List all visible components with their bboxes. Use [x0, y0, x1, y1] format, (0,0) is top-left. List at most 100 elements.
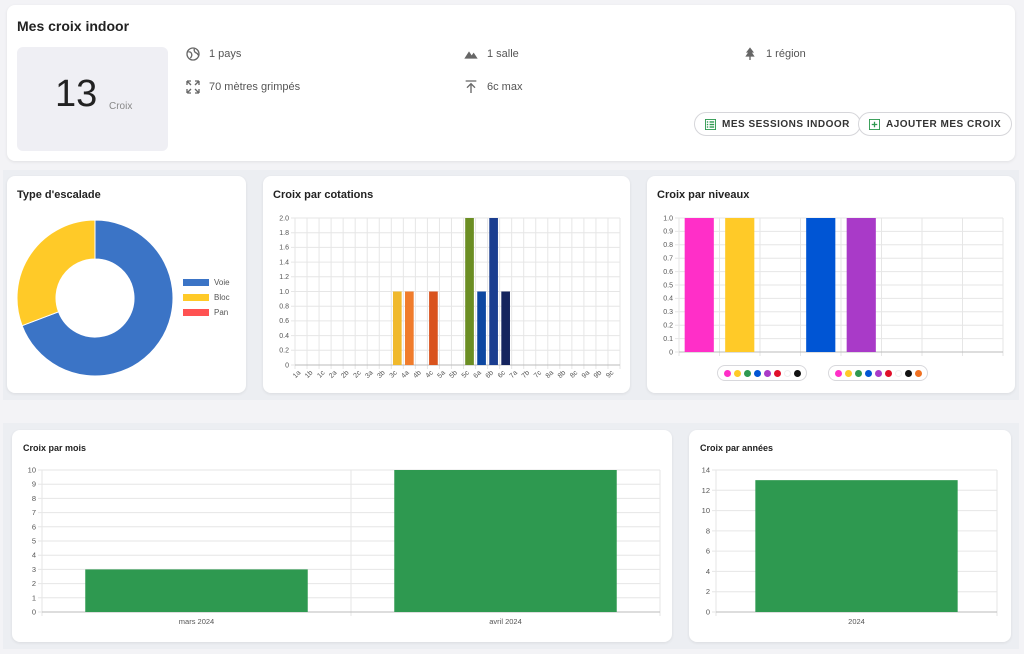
y-tick-label: 0.8 — [663, 242, 673, 249]
legend-dot — [743, 369, 751, 377]
legend-dot — [894, 369, 902, 377]
x-tick-label: 3a — [364, 369, 375, 380]
bar-6a[interactable] — [477, 291, 486, 366]
x-tick-label: 2c — [352, 369, 363, 380]
legend-dot — [904, 369, 912, 377]
y-tick-label: 6 — [706, 547, 710, 556]
y-tick-label: 0.4 — [663, 296, 673, 303]
y-tick-label: 2 — [706, 587, 710, 596]
y-tick-label: 0.9 — [663, 229, 673, 236]
bar-avril 2024[interactable] — [394, 470, 617, 612]
x-tick-label: 3c — [389, 369, 400, 380]
add-croix-button[interactable]: AJOUTER MES CROIX — [858, 112, 1013, 136]
bar-3[interactable] — [806, 218, 836, 352]
x-tick-label: 9a — [581, 369, 592, 380]
legend-bloc-swatch — [183, 294, 209, 301]
x-tick-label: 4a — [400, 369, 411, 380]
donut-chart — [16, 219, 174, 377]
niveaux-legend-pill-2[interactable] — [828, 365, 928, 381]
x-tick-label: 6a — [473, 369, 484, 380]
tree-icon — [745, 47, 755, 60]
y-tick-label: 0.6 — [279, 318, 289, 325]
legend-pan-label: Pan — [214, 308, 229, 317]
x-tick-label: 7c — [533, 369, 544, 380]
y-tick-label: 0 — [669, 349, 673, 356]
niveaux-chart-title: Croix par niveaux — [657, 189, 750, 201]
x-tick-label: 4c — [425, 369, 436, 380]
y-tick-label: 7 — [32, 508, 36, 517]
legend-dot — [884, 369, 892, 377]
x-tick-label: 5b — [448, 369, 459, 380]
bar-6b[interactable] — [489, 218, 498, 365]
cotations-chart-title: Croix par cotations — [273, 189, 374, 201]
annees-chart-title: Croix par années — [700, 443, 774, 453]
niveaux-card: Croix par niveaux 0 0.1 0.2 0.3 0.4 0.5 0.6 0.7… — [647, 176, 1015, 393]
bar-4[interactable] — [846, 218, 876, 352]
mois-chart-title: Croix par mois — [23, 443, 87, 453]
bar-3c[interactable] — [392, 291, 402, 366]
stat-metres: 70 mètres grimpés — [185, 79, 300, 95]
legend-dot — [723, 369, 731, 377]
bar-1[interactable] — [725, 218, 755, 352]
x-tick-label: 1b — [304, 369, 315, 380]
bar-2024[interactable] — [755, 480, 958, 612]
y-tick-label: 5 — [32, 537, 36, 546]
legend-dot — [793, 369, 801, 377]
niveaux-chart: 0 0.1 0.2 0.3 0.4 0.5 0.6 0.7 0.8 0.9 1.0 — [663, 215, 1004, 356]
cotations-card: Croix par cotations 0 0.2 0.4 0.6 0.8 1.0 1.2 1… — [263, 176, 630, 393]
type-chart-title: Type d'escalade — [17, 189, 101, 201]
y-tick-label: 0.5 — [663, 282, 673, 289]
legend-dot — [733, 369, 741, 377]
page-title: Mes croix indoor — [17, 18, 130, 34]
legend-dot — [753, 369, 761, 377]
bar-6c[interactable] — [501, 291, 510, 366]
niveaux-legend-pill-1[interactable] — [717, 365, 807, 381]
x-tick-label: 7b — [521, 369, 532, 380]
bar-4c[interactable] — [429, 291, 438, 366]
y-tick-label: 4 — [32, 551, 36, 560]
y-tick-label: 0.8 — [279, 304, 289, 311]
y-tick-label: 0.4 — [279, 333, 289, 340]
stat-salle-text: 1 salle — [487, 48, 519, 60]
add-croix-button-label: AJOUTER MES CROIX — [886, 118, 1002, 130]
x-tick-label: 8a — [545, 369, 556, 380]
y-tick-label: 0.1 — [663, 336, 673, 343]
stat-salle: 1 salle — [463, 46, 519, 62]
expand-icon — [186, 80, 200, 94]
x-tick-label: avril 2024 — [489, 617, 522, 626]
stat-max: 6c max — [463, 79, 522, 95]
donut-slice-voie[interactable] — [21, 219, 174, 377]
x-tick-label: 9b — [593, 369, 604, 380]
bar-mars 2024[interactable] — [85, 569, 308, 612]
sessions-button[interactable]: MES SESSIONS INDOOR — [694, 112, 861, 136]
y-tick-label: 1.0 — [279, 289, 289, 296]
y-tick-label: 2.0 — [279, 215, 289, 222]
count-label: Croix — [109, 101, 133, 112]
y-tick-label: 0.6 — [663, 269, 673, 276]
x-tick-label: 3b — [376, 369, 387, 380]
mois-chart: 0 1 2 3 4 5 6 7 8 9 10 mars 2024 avril 2024 — [28, 466, 661, 626]
y-tick-label: 0.2 — [279, 348, 289, 355]
type-card: Type d'escalade Voie Bloc Pan — [7, 176, 246, 393]
mountain-icon — [464, 51, 478, 59]
sessions-button-label: MES SESSIONS INDOOR — [722, 118, 850, 130]
bar-5c[interactable] — [465, 218, 474, 365]
y-tick-label: 14 — [702, 466, 710, 475]
arrow-up-bar-icon — [465, 80, 477, 93]
y-tick-label: 3 — [32, 565, 36, 574]
bar-0[interactable] — [684, 218, 714, 352]
legend-bloc: Bloc — [183, 293, 230, 302]
donut-slice-bloc[interactable] — [16, 219, 96, 327]
legend-bloc-label: Bloc — [214, 293, 230, 302]
count-value: 13 — [55, 73, 98, 115]
y-tick-label: 1.0 — [663, 215, 673, 222]
legend-dot — [914, 369, 922, 377]
legend-voie: Voie — [183, 278, 230, 287]
y-tick-label: 4 — [706, 567, 710, 576]
legend-dot — [874, 369, 882, 377]
x-tick-label: 8b — [557, 369, 568, 380]
y-tick-label: 1 — [32, 593, 36, 602]
legend-voie-label: Voie — [214, 278, 230, 287]
bar-4a[interactable] — [405, 291, 414, 366]
legend-dot — [834, 369, 842, 377]
